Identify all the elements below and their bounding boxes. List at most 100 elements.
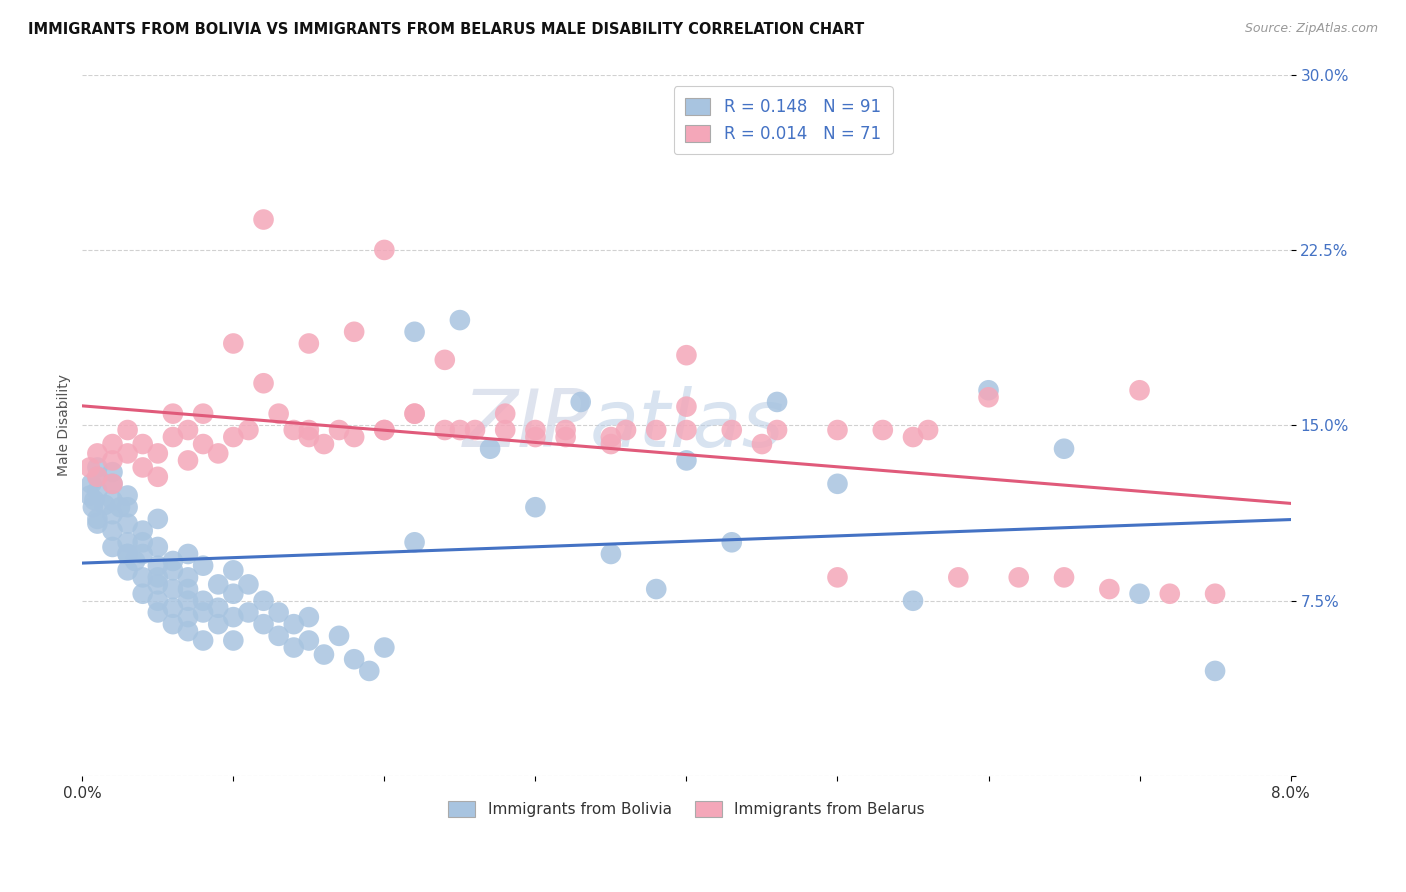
Point — [524, 500, 547, 515]
Point — [238, 606, 260, 620]
Point — [131, 460, 153, 475]
Point — [872, 423, 894, 437]
Point — [675, 348, 697, 362]
Point — [82, 500, 104, 515]
Point — [146, 577, 169, 591]
Point — [917, 423, 939, 437]
Point — [101, 524, 124, 538]
Point — [94, 498, 117, 512]
Point — [343, 652, 366, 666]
Point — [124, 554, 146, 568]
Point — [901, 430, 924, 444]
Point — [1098, 582, 1121, 596]
Point — [1053, 570, 1076, 584]
Text: IMMIGRANTS FROM BOLIVIA VS IMMIGRANTS FROM BELARUS MALE DISABILITY CORRELATION C: IMMIGRANTS FROM BOLIVIA VS IMMIGRANTS FR… — [28, 22, 865, 37]
Point — [449, 423, 471, 437]
Point — [283, 423, 305, 437]
Point — [117, 489, 139, 503]
Point — [267, 629, 290, 643]
Point — [433, 352, 456, 367]
Point — [494, 423, 516, 437]
Point — [177, 547, 200, 561]
Point — [600, 430, 623, 444]
Point — [177, 593, 200, 607]
Point — [404, 325, 426, 339]
Point — [524, 423, 547, 437]
Point — [554, 423, 576, 437]
Point — [479, 442, 502, 456]
Point — [79, 489, 101, 503]
Point — [162, 554, 184, 568]
Point — [1204, 587, 1226, 601]
Point — [343, 430, 366, 444]
Point — [312, 437, 335, 451]
Point — [948, 570, 970, 584]
Point — [298, 633, 321, 648]
Point — [131, 547, 153, 561]
Point — [131, 570, 153, 584]
Point — [79, 460, 101, 475]
Point — [312, 648, 335, 662]
Point — [1053, 442, 1076, 456]
Point — [600, 437, 623, 451]
Point — [494, 407, 516, 421]
Point — [86, 470, 108, 484]
Point — [554, 430, 576, 444]
Point — [146, 446, 169, 460]
Legend: Immigrants from Bolivia, Immigrants from Belarus: Immigrants from Bolivia, Immigrants from… — [440, 793, 932, 825]
Text: atlas: atlas — [589, 386, 785, 465]
Point — [146, 570, 169, 584]
Point — [86, 460, 108, 475]
Point — [298, 610, 321, 624]
Point — [117, 446, 139, 460]
Point — [117, 516, 139, 531]
Point — [283, 617, 305, 632]
Point — [131, 587, 153, 601]
Point — [86, 483, 108, 498]
Point — [222, 336, 245, 351]
Point — [720, 423, 742, 437]
Point — [1128, 587, 1150, 601]
Point — [645, 582, 668, 596]
Point — [766, 395, 789, 409]
Point — [373, 243, 395, 257]
Point — [162, 430, 184, 444]
Point — [131, 524, 153, 538]
Point — [977, 384, 1000, 398]
Point — [191, 606, 214, 620]
Point — [766, 423, 789, 437]
Point — [101, 453, 124, 467]
Point — [177, 453, 200, 467]
Point — [80, 476, 103, 491]
Point — [86, 446, 108, 460]
Point — [101, 493, 124, 508]
Point — [101, 476, 124, 491]
Point — [207, 617, 229, 632]
Point — [373, 423, 395, 437]
Point — [827, 476, 849, 491]
Point — [1159, 587, 1181, 601]
Point — [146, 558, 169, 573]
Point — [252, 376, 274, 391]
Point — [146, 593, 169, 607]
Point — [614, 423, 637, 437]
Point — [359, 664, 381, 678]
Point — [177, 423, 200, 437]
Point — [177, 610, 200, 624]
Point — [373, 423, 395, 437]
Point — [827, 570, 849, 584]
Point — [101, 540, 124, 554]
Point — [177, 570, 200, 584]
Point — [86, 516, 108, 531]
Point — [86, 470, 108, 484]
Point — [524, 430, 547, 444]
Point — [751, 437, 773, 451]
Point — [162, 582, 184, 596]
Point — [720, 535, 742, 549]
Point — [101, 437, 124, 451]
Point — [238, 577, 260, 591]
Point — [131, 437, 153, 451]
Point — [117, 423, 139, 437]
Point — [162, 600, 184, 615]
Point — [108, 500, 131, 515]
